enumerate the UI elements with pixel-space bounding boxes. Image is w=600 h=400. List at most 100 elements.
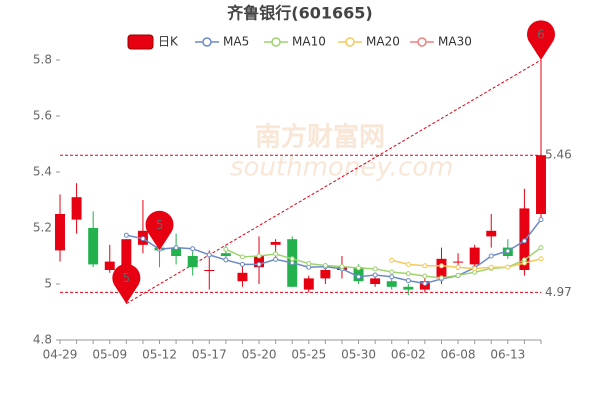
annotation-label: 5: [123, 271, 131, 285]
reference-label: 4.97: [545, 285, 572, 299]
annotation-pin: [527, 20, 555, 60]
ma-point: [422, 280, 428, 286]
y-tick-label: 5.4: [33, 165, 52, 179]
ma-point: [372, 272, 378, 278]
x-tick-label: 05-20: [242, 348, 277, 362]
ma-point: [422, 273, 428, 279]
legend-label: MA20: [366, 35, 400, 49]
ma-point: [472, 266, 478, 272]
ma-point: [405, 261, 411, 267]
candle-body: [254, 256, 265, 268]
candle-body: [220, 253, 231, 256]
x-tick-label: 05-25: [291, 348, 326, 362]
ma-point: [289, 260, 295, 266]
candle-body: [187, 256, 198, 268]
ma-point: [372, 266, 378, 272]
ma-point: [256, 261, 262, 267]
annotation-pin: [112, 263, 141, 304]
ma-point: [239, 261, 245, 267]
y-tick-label: 5: [44, 277, 52, 291]
candle-body: [237, 272, 248, 282]
ma-point: [538, 245, 544, 251]
candle-body: [104, 261, 115, 270]
x-tick-label: 05-30: [341, 348, 376, 362]
candle-body: [171, 247, 182, 256]
ma-point: [455, 272, 461, 278]
ma-point: [505, 264, 511, 270]
ma-point: [521, 260, 527, 266]
legend-label: 日K: [158, 35, 179, 49]
legend-label: MA30: [438, 35, 472, 49]
ma-point: [422, 263, 428, 269]
ma-point: [322, 263, 328, 269]
ma-point: [389, 257, 395, 263]
candle-body: [303, 278, 314, 290]
candle-body: [370, 278, 381, 284]
ma-point: [223, 257, 229, 263]
reference-label: 5.46: [545, 148, 572, 162]
x-tick-label: 06-13: [490, 348, 525, 362]
y-tick-label: 5.6: [33, 109, 52, 123]
legend-label: MA10: [292, 35, 326, 49]
candle-body: [71, 197, 82, 220]
ma-point: [123, 232, 129, 238]
ma-point: [505, 248, 511, 254]
x-tick-label: 06-08: [441, 348, 476, 362]
annotation-label: 6: [537, 28, 545, 42]
candle-body: [403, 286, 414, 290]
candle-body: [88, 228, 99, 265]
watermark: 南方财富网: [255, 122, 385, 153]
x-tick-label: 04-29: [43, 348, 78, 362]
ma-line: [225, 246, 542, 279]
ma-point: [356, 274, 362, 280]
annotation-label: 5: [156, 218, 164, 232]
x-tick-label: 05-12: [142, 348, 177, 362]
ma-point: [488, 264, 494, 270]
ma-point: [488, 253, 494, 259]
ma-point: [405, 278, 411, 284]
candle-body: [270, 242, 281, 245]
candle-body: [320, 270, 331, 279]
candle-body: [469, 247, 480, 265]
legend-swatch: [202, 37, 212, 47]
chart-title: 齐鲁银行(601665): [227, 4, 372, 23]
legend-label: MA5: [223, 35, 249, 49]
candle-body: [121, 239, 132, 287]
candle-body: [55, 214, 65, 251]
ma-point: [538, 256, 544, 262]
annotation-pin: [145, 210, 174, 251]
ma-point: [206, 252, 212, 258]
ma-point: [538, 217, 544, 223]
watermark: southmoney.com: [230, 153, 453, 183]
ma-point: [521, 238, 527, 244]
ma-point: [356, 265, 362, 271]
ma-point: [455, 264, 461, 270]
candle-body: [204, 270, 215, 271]
candle-body: [536, 155, 546, 214]
y-tick-label: 5.8: [33, 53, 52, 67]
ma-point: [405, 271, 411, 277]
ma-point: [140, 236, 146, 242]
ma-point: [273, 251, 279, 257]
ma-point: [389, 274, 395, 280]
ma-line: [391, 258, 542, 270]
ma-point: [306, 261, 312, 267]
y-tick-label: 5.2: [33, 221, 52, 235]
y-tick-label: 4.8: [33, 333, 52, 347]
ma-point: [239, 254, 245, 260]
ma-point: [289, 256, 295, 262]
legend-swatch: [271, 37, 281, 47]
ma-point: [389, 269, 395, 275]
legend-swatch: [345, 37, 355, 47]
legend-swatch: [417, 37, 427, 47]
ma-point: [438, 263, 444, 269]
x-tick-label: 06-02: [391, 348, 426, 362]
candle-body: [486, 230, 497, 237]
x-tick-label: 05-17: [192, 348, 227, 362]
candle-body: [436, 258, 447, 279]
candle-body: [453, 261, 464, 263]
candle-body: [353, 267, 364, 282]
ma-point: [223, 246, 229, 252]
candle-body: [386, 281, 397, 287]
